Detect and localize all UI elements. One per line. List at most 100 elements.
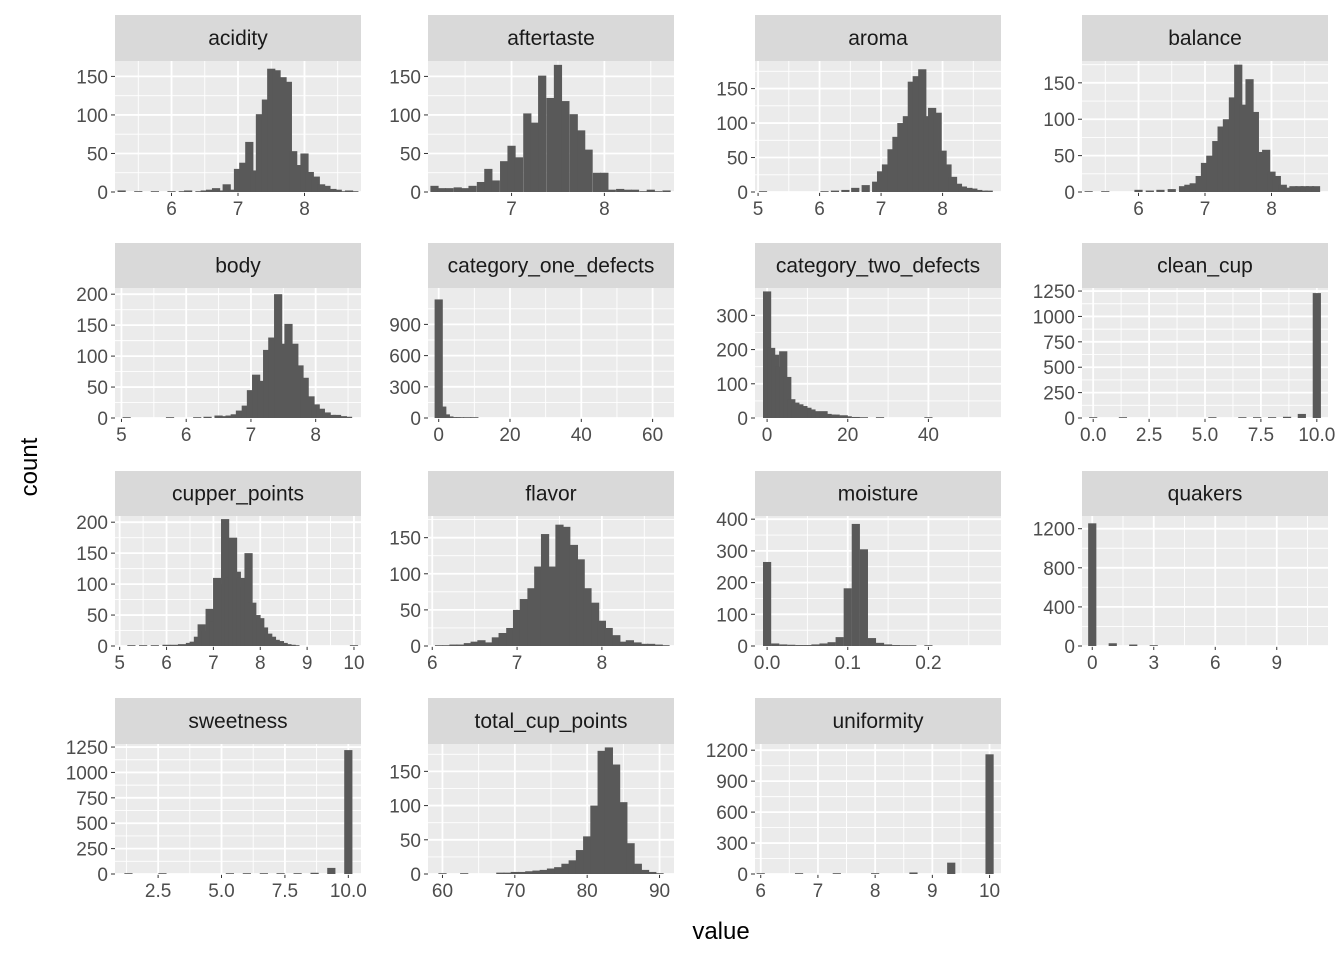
histogram-bar	[662, 190, 671, 192]
facet-strip	[115, 471, 361, 516]
histogram-bar	[612, 764, 621, 874]
x-tick-label: 60	[642, 425, 663, 446]
histogram-bar	[224, 577, 233, 646]
histogram-bar	[958, 186, 967, 192]
histogram-bar	[349, 645, 359, 646]
histogram-bar	[1282, 416, 1292, 418]
histogram-bar	[343, 416, 353, 418]
histogram-bar	[646, 643, 656, 646]
y-tick-label: 0	[410, 637, 421, 658]
histogram-bar	[1238, 417, 1247, 418]
histogram-bar	[985, 754, 994, 874]
panel-background	[428, 288, 674, 418]
y-tick-label: 50	[87, 378, 108, 399]
histogram-bar	[887, 149, 896, 192]
histogram-bar	[553, 64, 563, 192]
histogram-bar	[274, 294, 283, 418]
histogram-bar	[948, 176, 958, 192]
histogram-bar	[900, 645, 909, 646]
histogram-bar	[924, 645, 933, 646]
facet-strip	[755, 698, 1001, 744]
histogram-bar	[484, 642, 494, 646]
histogram-bar	[268, 337, 277, 418]
facet-strip	[1082, 471, 1328, 516]
y-tick-label: 0	[737, 409, 748, 430]
y-tick-label: 0	[410, 409, 421, 430]
y-tick-label: 200	[76, 285, 108, 306]
y-tick-label: 100	[389, 106, 421, 127]
histogram-bar	[293, 873, 302, 874]
histogram-bar	[230, 414, 239, 418]
histogram-bar	[835, 637, 844, 646]
histogram-bar	[583, 588, 592, 646]
histogram-bar	[271, 639, 280, 646]
x-tick-label: 7	[813, 881, 824, 902]
histogram-bar	[924, 417, 933, 418]
y-tick-label: 150	[389, 529, 421, 550]
y-tick-label: 150	[1043, 74, 1075, 95]
histogram-bar	[1312, 293, 1321, 418]
x-tick-label: 8	[870, 881, 881, 902]
y-tick-label: 100	[716, 114, 748, 135]
histogram-bar	[139, 645, 148, 646]
histogram-bar	[333, 189, 342, 192]
histogram-bar	[316, 408, 325, 418]
histogram-bar	[519, 599, 528, 646]
histogram-bar	[512, 609, 522, 646]
histogram-bar	[830, 190, 840, 192]
histogram-bar	[1253, 417, 1262, 418]
histogram-bar	[779, 644, 788, 646]
histogram-bar	[195, 191, 204, 192]
x-tick-label: 6	[161, 653, 172, 674]
histogram-bar	[344, 750, 353, 874]
histogram-bar	[211, 188, 221, 192]
histogram-bar	[1156, 189, 1165, 192]
panel-background	[755, 516, 1001, 646]
histogram-bar	[134, 191, 143, 192]
x-tick-label: 20	[837, 425, 858, 446]
y-axis-title: count	[16, 437, 43, 496]
y-tick-label: 0	[410, 183, 421, 204]
histogram-bar	[205, 189, 215, 192]
histogram-bar	[311, 176, 320, 192]
x-tick-label: 60	[432, 881, 453, 902]
histogram-bar	[1284, 187, 1293, 192]
histogram-bar	[259, 873, 268, 874]
x-tick-label: 5.0	[208, 881, 234, 902]
histogram-bar	[546, 868, 556, 874]
facet-strip-title: cupper_points	[172, 483, 304, 506]
histogram-bar	[583, 836, 592, 874]
x-tick-label: 5.0	[1192, 425, 1218, 446]
histogram-bar	[463, 417, 472, 418]
histogram-bar	[568, 860, 577, 874]
histogram-bar	[616, 188, 625, 192]
x-tick-label: 7	[233, 199, 244, 220]
x-tick-label: 7	[246, 425, 257, 446]
histogram-bar	[476, 181, 486, 192]
histogram-bar	[625, 640, 634, 646]
histogram-bar	[964, 187, 973, 192]
facet-panel-quakers: quakers 0 3 6 9 0 400 800 1200	[1033, 471, 1328, 674]
histogram-bar	[532, 870, 541, 874]
histogram-bar	[327, 867, 336, 874]
x-tick-label: 70	[504, 881, 525, 902]
y-tick-label: 500	[76, 814, 108, 835]
facet-strip	[115, 15, 361, 61]
x-tick-label: 7	[1200, 199, 1211, 220]
histogram-bar	[434, 645, 444, 646]
histogram-bar	[496, 872, 505, 874]
histogram-bar	[1234, 64, 1243, 192]
x-tick-label: 7	[876, 199, 887, 220]
histogram-bar	[441, 414, 450, 418]
facet-strip-title: flavor	[525, 483, 576, 506]
histogram-bar	[203, 416, 212, 418]
histogram-bar	[859, 549, 868, 646]
histogram-bar	[477, 640, 486, 646]
histogram-bar	[612, 635, 621, 646]
histogram-bar	[1295, 186, 1304, 192]
histogram-bar	[1228, 97, 1238, 192]
y-tick-label: 150	[389, 67, 421, 88]
histogram-bar	[654, 191, 663, 192]
facet-strip	[428, 15, 674, 61]
